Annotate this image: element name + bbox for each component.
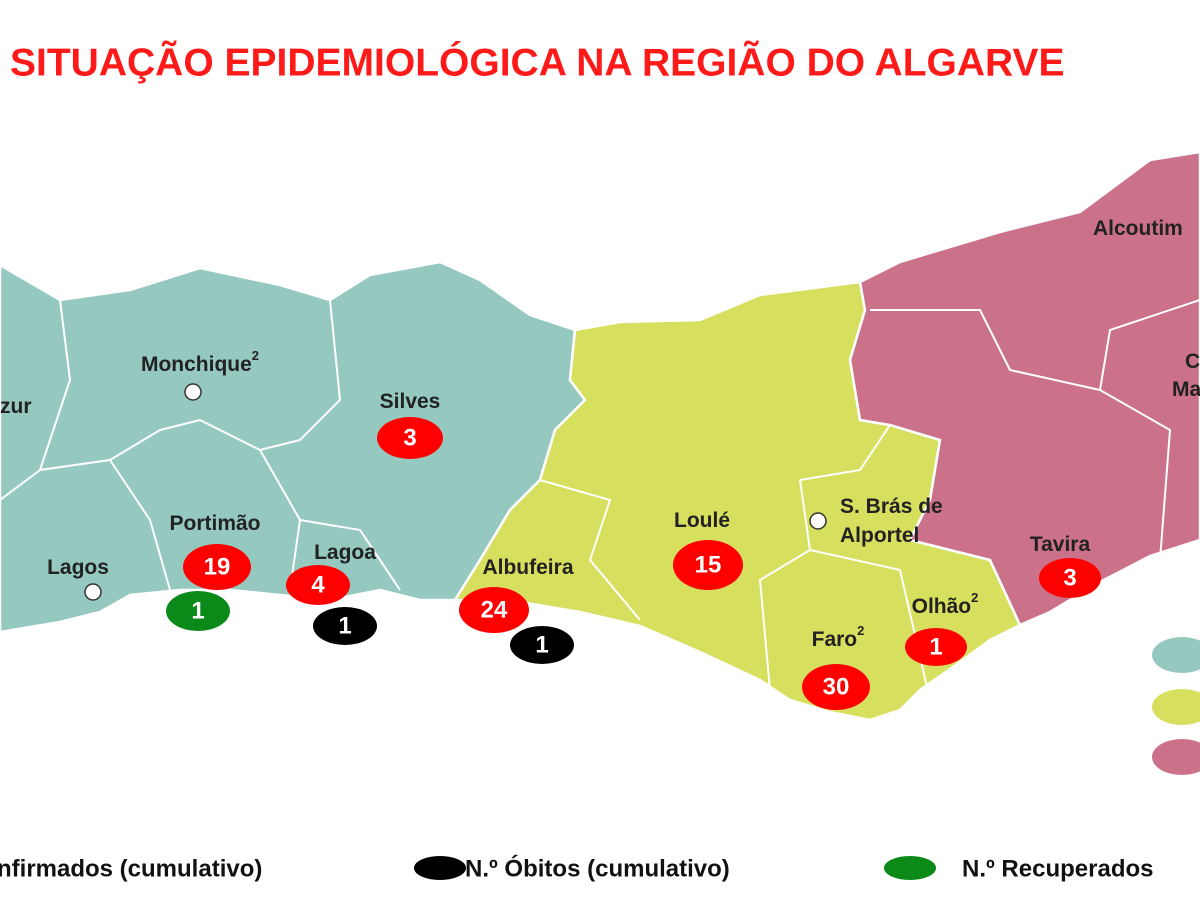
border [539, 479, 641, 621]
place-note: 2 [252, 348, 259, 363]
place-label: Faro2 [812, 623, 865, 650]
legend-swatches [1152, 637, 1200, 775]
border [299, 519, 401, 591]
legend-label: nfirmados (cumulativo) [0, 855, 262, 882]
legend-swatch [884, 856, 936, 880]
sotavento-region [848, 150, 1200, 627]
place-label: Loulé [674, 509, 730, 532]
count-marker [802, 664, 870, 710]
count-label: 19 [204, 553, 231, 580]
place-name: Monchique [141, 353, 252, 376]
place-label: Lagos [47, 556, 109, 579]
border [0, 299, 72, 501]
town-dot [184, 383, 202, 401]
border [1099, 389, 1172, 561]
place-name: Portimão [169, 512, 260, 535]
place-label: Monchique2 [141, 348, 259, 375]
legend-swatch [414, 856, 466, 880]
place-name: zur [0, 395, 32, 418]
place-label: C [1185, 350, 1200, 373]
place-label: S. Brás de [840, 495, 943, 518]
place-label: Alportel [840, 524, 919, 547]
count-marker [673, 540, 743, 590]
place-label: Silves [380, 390, 441, 413]
place-name: Lagos [47, 556, 109, 579]
place-label: Alcoutim [1093, 217, 1183, 240]
place-name: C [1185, 350, 1200, 373]
place-name: Lagoa [314, 541, 376, 564]
legend-label: N.º Recuperados [962, 855, 1153, 882]
place-name: S. Brás de [840, 495, 943, 518]
town-dot [809, 512, 827, 530]
border [870, 299, 1200, 392]
place-label: zur [0, 395, 32, 418]
town-dot [84, 583, 102, 601]
place-name: Alportel [840, 524, 919, 547]
title: SITUAÇÃO EPIDEMIOLÓGICA NA REGIÃO DO ALG… [10, 40, 1065, 84]
count-marker [313, 607, 377, 645]
count-marker [286, 565, 350, 605]
border [758, 479, 812, 691]
count-label: 30 [823, 673, 850, 700]
count-marker [459, 587, 529, 633]
place-note: 2 [857, 623, 864, 638]
place-name: Tavira [1030, 533, 1091, 556]
count-marker [183, 544, 251, 590]
border [39, 299, 342, 471]
count-marker [510, 626, 574, 664]
town-dots [84, 383, 827, 601]
count-label: 24 [481, 596, 508, 623]
place-name: Ma [1172, 378, 1200, 401]
place-note: 2 [971, 590, 978, 605]
count-label: 1 [191, 597, 204, 624]
count-label: 15 [695, 551, 722, 578]
count-marker [905, 628, 967, 666]
region-swatch [1152, 637, 1200, 673]
place-name: Silves [380, 390, 441, 413]
region-swatch [1152, 739, 1200, 775]
region-swatch [1152, 689, 1200, 725]
place-name: Loulé [674, 509, 730, 532]
count-label: 4 [311, 571, 325, 598]
place-label: Olhão2 [912, 590, 979, 617]
count-label: 1 [535, 631, 548, 658]
place-name: Alcoutim [1093, 217, 1183, 240]
place-label: Portimão [169, 512, 260, 535]
map [0, 150, 1200, 775]
border [109, 459, 171, 591]
place-name: Albufeira [482, 556, 573, 579]
place-label: Lagoa [314, 541, 376, 564]
place-name: Faro [812, 628, 858, 651]
count-marker [377, 417, 443, 459]
count-label: 1 [338, 612, 351, 639]
count-label: 3 [1063, 564, 1076, 591]
count-label: 3 [403, 424, 416, 451]
border [799, 424, 891, 481]
count-marker [1039, 558, 1101, 598]
place-label: Tavira [1030, 533, 1091, 556]
place-name: Olhão [912, 595, 972, 618]
place-label: Ma [1172, 378, 1200, 401]
count-label: 1 [929, 633, 942, 660]
place-label: Albufeira [482, 556, 573, 579]
count-marker [166, 591, 230, 631]
legend-label: N.º Óbitos (cumulativo) [465, 854, 730, 882]
